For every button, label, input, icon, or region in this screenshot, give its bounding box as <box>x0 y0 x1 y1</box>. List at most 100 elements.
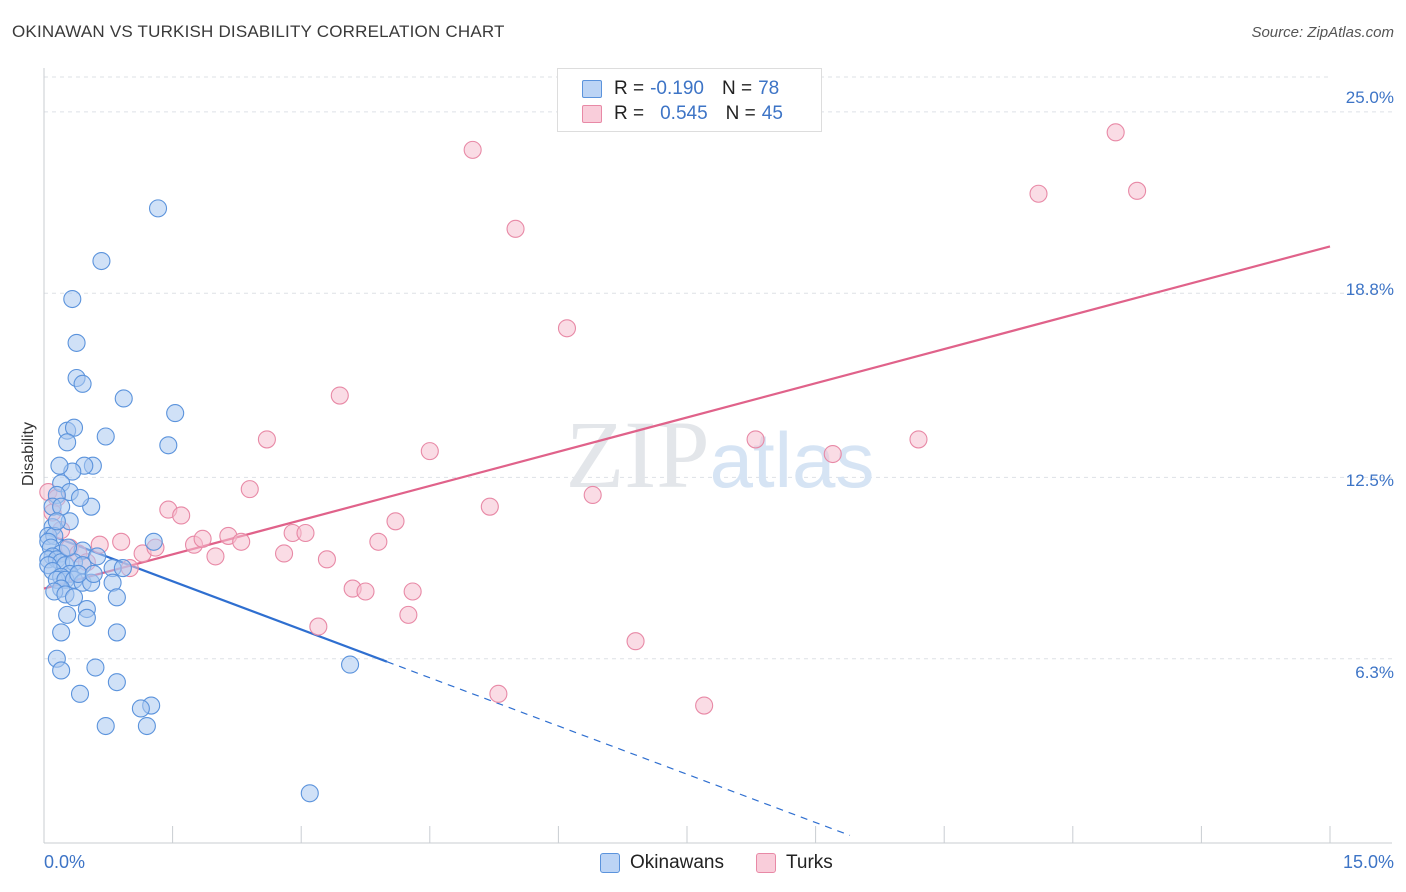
okinawans-point-0 <box>148 199 168 218</box>
turks-point-8 <box>112 532 131 551</box>
legend-row-okinawans: R = -0.190 N = 78 <box>582 77 779 101</box>
okinawans-point-56 <box>58 605 77 624</box>
okinawans-trend-extension <box>386 661 851 836</box>
x-tick-label-min: 0.0% <box>44 852 86 872</box>
stats-legend: R = -0.190 N = 78 R = 0.545 N = 45 <box>557 68 822 132</box>
series-legend: Okinawans Turks <box>600 852 865 874</box>
okinawans-point-77 <box>84 564 103 583</box>
okinawans-point-69 <box>341 655 360 674</box>
okinawans-point-9 <box>64 418 84 437</box>
turks-point-46 <box>1106 123 1125 142</box>
turks-trend-line <box>43 245 1331 590</box>
okinawans-point-2 <box>63 289 82 309</box>
turks-point-36 <box>489 684 508 703</box>
okinawans-point-58 <box>52 623 71 642</box>
turks-point-26 <box>330 386 349 405</box>
turks-point-31 <box>399 605 418 624</box>
okinawans-point-3 <box>67 333 86 352</box>
turks-point-24 <box>309 617 328 636</box>
turks-point-21 <box>275 544 294 563</box>
okinawans-point-61 <box>86 658 105 677</box>
legend-item-okinawans[interactable]: Okinawans <box>600 852 724 874</box>
turks-point-47 <box>1128 181 1147 200</box>
okinawans-point-7 <box>166 404 185 423</box>
okinawans-point-63 <box>107 673 126 692</box>
legend-n-value-turks: 45 <box>761 103 783 124</box>
turks-point-34 <box>463 140 482 159</box>
legend-n-label: N = <box>725 103 756 124</box>
turks-point-23 <box>296 523 315 543</box>
turks-point-25 <box>317 550 336 569</box>
y-tick-label-12-5: 12.5% <box>1345 471 1394 490</box>
turks-point-33 <box>420 442 439 461</box>
chart-source: Source: ZipAtlas.com <box>1251 24 1394 41</box>
legend-label-turks: Turks <box>786 852 833 873</box>
legend-row-turks: R = 0.545 N = 45 <box>582 102 783 126</box>
turks-legend-swatch <box>756 853 776 873</box>
legend-r-label: R = <box>614 78 645 99</box>
turks-point-32 <box>403 582 422 601</box>
turks-point-43 <box>823 444 842 464</box>
turks-point-13 <box>172 506 191 525</box>
turks-point-39 <box>583 485 602 505</box>
x-tick-label-max: 15.0% <box>1342 852 1394 872</box>
legend-r-value-okinawans: -0.190 <box>650 78 704 99</box>
turks-point-15 <box>193 529 212 548</box>
okinawans-point-64 <box>70 684 90 703</box>
turks-point-35 <box>480 497 499 516</box>
okinawans-legend-swatch <box>600 853 620 873</box>
turks-point-30 <box>386 512 405 531</box>
legend-label-okinawans: Okinawans <box>630 852 724 873</box>
legend-r-label: R = <box>614 103 645 124</box>
okinawans-point-12 <box>159 436 178 455</box>
okinawans-point-70 <box>300 784 319 803</box>
series-okinawans <box>39 199 360 803</box>
turks-point-42 <box>746 430 765 449</box>
okinawans-point-68 <box>137 716 156 736</box>
okinawans-point-62 <box>52 661 71 680</box>
chart-title: OKINAWAN VS TURKISH DISABILITY CORRELATI… <box>12 22 505 41</box>
turks-point-45 <box>1029 184 1048 203</box>
turks-point-37 <box>506 219 525 238</box>
legend-r-value-turks: 0.545 <box>660 103 708 124</box>
okinawans-point-73 <box>58 538 78 557</box>
okinawans-point-71 <box>69 564 88 583</box>
okinawans-swatch <box>582 80 602 98</box>
okinawans-point-76 <box>70 488 90 507</box>
okinawans-point-59 <box>107 623 126 642</box>
turks-point-20 <box>257 430 276 449</box>
turks-point-19 <box>240 480 259 499</box>
okinawans-point-40 <box>113 559 132 578</box>
okinawans-point-11 <box>96 427 115 446</box>
okinawans-point-6 <box>114 389 133 408</box>
legend-n-value-okinawans: 78 <box>758 78 780 99</box>
y-tick-label-6-3: 6.3% <box>1355 663 1394 682</box>
okinawans-point-67 <box>96 716 115 736</box>
turks-swatch <box>582 105 602 123</box>
turks-point-29 <box>369 532 388 551</box>
turks-point-40 <box>626 632 645 651</box>
okinawans-point-75 <box>50 456 69 475</box>
legend-item-turks[interactable]: Turks <box>756 852 833 874</box>
turks-point-44 <box>909 430 928 449</box>
okinawans-point-27 <box>144 532 163 551</box>
okinawans-point-72 <box>47 512 66 531</box>
okinawans-point-57 <box>77 608 96 627</box>
turks-point-16 <box>206 547 225 566</box>
okinawans-point-53 <box>64 588 84 607</box>
okinawans-point-66 <box>131 699 150 718</box>
okinawans-point-5 <box>73 374 92 393</box>
okinawans-point-1 <box>92 251 111 271</box>
okinawans-point-74 <box>88 547 107 566</box>
okinawans-point-10 <box>58 433 77 452</box>
y-tick-label-25-0: 25.0% <box>1345 88 1394 107</box>
axes <box>43 68 1392 844</box>
turks-point-28 <box>356 582 375 601</box>
legend-n-label: N = <box>721 78 753 99</box>
okinawans-point-54 <box>107 588 126 607</box>
turks-point-18 <box>232 532 251 551</box>
y-tick-label-18-8: 18.8% <box>1345 280 1394 299</box>
turks-point-41 <box>695 696 714 715</box>
gridlines <box>44 76 1392 660</box>
